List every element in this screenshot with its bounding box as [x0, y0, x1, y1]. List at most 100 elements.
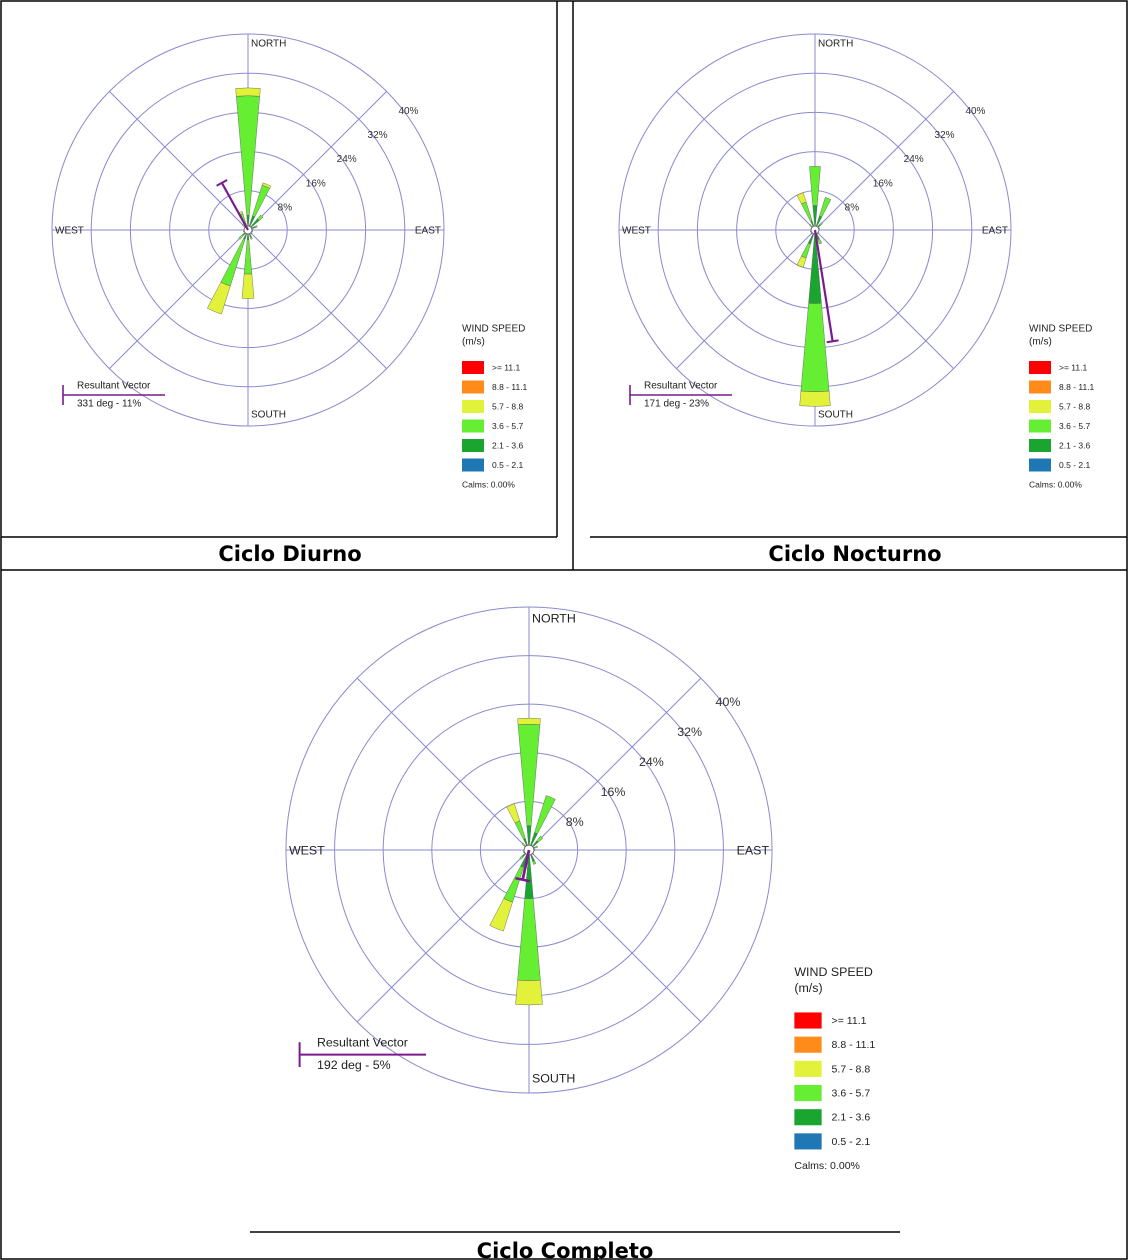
legend-label: >= 11.1	[1059, 362, 1087, 372]
petal-segment	[799, 390, 831, 407]
r-tick-label: 16%	[873, 178, 893, 189]
resultant-label: 171 deg - 23%	[644, 399, 709, 410]
r-tick-label: 8%	[845, 203, 860, 214]
petal-segment	[809, 224, 813, 228]
r-tick-label: 24%	[639, 755, 664, 769]
petal-segment	[207, 281, 231, 315]
legend-units: (m/s)	[462, 337, 485, 348]
calms-label: Calms: 0.00%	[462, 479, 515, 489]
caption: Ciclo Completo	[477, 1239, 654, 1260]
direction-label: EAST	[982, 226, 1008, 237]
r-tick-label: 40%	[716, 695, 741, 709]
direction-label: WEST	[622, 226, 651, 237]
petal-segment	[517, 717, 541, 725]
petal-segment	[238, 234, 244, 240]
direction-label: NORTH	[818, 39, 853, 50]
petal-segment	[254, 225, 258, 229]
legend-label: 5.7 - 8.8	[492, 401, 523, 411]
petal-segment	[534, 845, 538, 849]
legend-swatch	[1029, 439, 1051, 452]
legend-swatch	[462, 400, 484, 413]
r-tick-label: 8%	[278, 203, 293, 214]
legend-label: 2.1 - 3.6	[1059, 440, 1090, 450]
legend-units: (m/s)	[794, 981, 822, 995]
resultant-label: 192 deg - 5%	[317, 1058, 391, 1072]
petal-segment	[515, 979, 543, 1006]
legend-label: 0.5 - 2.1	[1059, 460, 1090, 470]
petal-segment	[514, 820, 526, 840]
petal-segment	[236, 95, 260, 216]
resultant-title: Resultant Vector	[317, 1036, 408, 1050]
legend-swatch	[462, 361, 484, 374]
r-tick-label: 24%	[337, 154, 357, 165]
legend-label: >= 11.1	[492, 362, 520, 372]
legend-title: WIND SPEED	[462, 324, 525, 335]
petal-segment	[242, 224, 246, 228]
petal-segment	[817, 238, 823, 245]
resultant-vector	[813, 229, 834, 342]
r-tick-label: 16%	[306, 178, 326, 189]
petal-segment	[521, 842, 526, 847]
legend-label: 5.7 - 8.8	[832, 1063, 871, 1075]
petal-segment	[536, 835, 544, 843]
legend-label: >= 11.1	[832, 1015, 867, 1027]
direction-label: SOUTH	[818, 410, 853, 421]
petal-segment	[220, 238, 246, 287]
legend-label: 3.6 - 5.7	[832, 1087, 871, 1099]
legend-swatch	[794, 1060, 822, 1077]
legend-title: WIND SPEED	[794, 965, 873, 979]
resultant-label: 331 deg - 11%	[77, 399, 141, 410]
petal-segment	[796, 192, 807, 205]
petal-segment	[517, 898, 541, 981]
legend-swatch	[1029, 361, 1051, 374]
r-tick-label: 8%	[566, 815, 584, 829]
resultant-vector	[521, 849, 531, 880]
legend-swatch	[1029, 380, 1051, 394]
legend-swatch	[794, 1084, 822, 1102]
direction-label: WEST	[55, 226, 84, 237]
legend-swatch	[462, 380, 484, 394]
r-tick-label: 16%	[601, 785, 626, 799]
petal-segment	[261, 182, 272, 189]
legend-title: WIND SPEED	[1029, 324, 1092, 335]
petal-segment	[257, 214, 264, 221]
petal-segment	[489, 898, 513, 932]
legend-swatch	[1029, 419, 1051, 433]
petal-segment	[517, 724, 541, 827]
petal-segment	[503, 865, 524, 903]
petal-segment	[534, 795, 556, 835]
legend-label: 3.6 - 5.7	[1059, 421, 1090, 431]
petal-segment	[801, 242, 811, 259]
legend-label: 0.5 - 2.1	[492, 460, 523, 470]
legend-label: 2.1 - 3.6	[832, 1112, 871, 1124]
legend-swatch	[794, 1012, 822, 1029]
legend-label: 8.8 - 11.1	[492, 382, 528, 392]
resultant-end	[216, 179, 228, 187]
petal-segment	[819, 222, 823, 226]
r-tick-label: 32%	[935, 130, 955, 141]
legend-swatch	[794, 1109, 822, 1126]
legend-label: 3.6 - 5.7	[492, 421, 523, 431]
direction-label: NORTH	[532, 612, 576, 626]
r-tick-label: 40%	[965, 106, 985, 117]
legend-swatch	[462, 439, 484, 452]
direction-label: SOUTH	[532, 1072, 575, 1086]
legend-swatch	[794, 1133, 822, 1150]
legend-label: 8.8 - 11.1	[832, 1039, 876, 1051]
petal-segment	[241, 273, 255, 299]
resultant-end	[826, 339, 839, 344]
petal-segment	[243, 239, 253, 275]
legend-swatch	[1029, 400, 1051, 413]
legend-label: 2.1 - 3.6	[492, 440, 523, 450]
legend-swatch	[1029, 458, 1051, 472]
petal-segment	[796, 255, 807, 268]
direction-label: EAST	[737, 843, 770, 857]
resultant-title: Resultant Vector	[644, 381, 718, 392]
petal-segment	[252, 184, 270, 218]
direction-label: SOUTH	[251, 410, 286, 421]
r-tick-label: 32%	[677, 725, 702, 739]
legend-units: (m/s)	[1029, 337, 1052, 348]
r-tick-label: 24%	[904, 154, 924, 165]
